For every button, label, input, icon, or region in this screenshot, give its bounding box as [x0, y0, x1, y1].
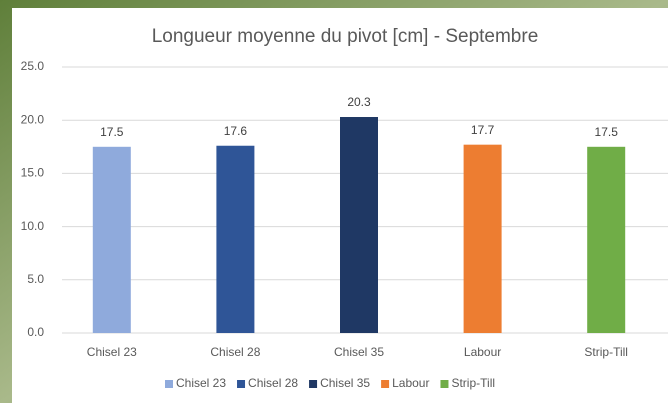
- data-label: 17.7: [471, 123, 495, 137]
- legend-swatch: [309, 380, 318, 388]
- data-label: 20.3: [347, 95, 371, 109]
- legend-label: Chisel 28: [248, 376, 298, 390]
- bar: [216, 145, 255, 333]
- x-tick-label: Chisel 23: [87, 345, 137, 359]
- y-tick-label: 20.0: [21, 112, 45, 126]
- x-tick-label: Labour: [464, 345, 501, 359]
- legend-label: Chisel 35: [320, 376, 370, 390]
- legend-swatch: [237, 380, 246, 388]
- data-label: 17.5: [595, 125, 619, 139]
- y-tick-label: 15.0: [21, 166, 45, 180]
- legend-swatch: [440, 380, 449, 388]
- legend-swatch: [381, 380, 390, 388]
- data-label: 17.6: [224, 124, 248, 138]
- legend-label: Labour: [392, 376, 429, 390]
- chart-title: Longueur moyenne du pivot [cm] - Septemb…: [152, 26, 539, 47]
- x-tick-label: Strip-Till: [584, 345, 628, 359]
- legend-label: Strip-Till: [451, 376, 495, 390]
- y-tick-label: 5.0: [27, 272, 44, 286]
- bar: [463, 144, 502, 333]
- bar: [92, 146, 131, 333]
- bar: [340, 117, 378, 334]
- legend-label: Chisel 23: [176, 376, 226, 390]
- x-tick-label: Chisel 28: [210, 345, 260, 359]
- legend-swatch: [165, 380, 173, 388]
- y-tick-label: 25.0: [21, 59, 45, 73]
- y-tick-label: 10.0: [21, 219, 45, 233]
- y-tick-label: 0.0: [27, 325, 44, 339]
- bar: [587, 146, 626, 333]
- x-tick-label: Chisel 35: [334, 345, 384, 359]
- data-label: 17.5: [100, 125, 124, 139]
